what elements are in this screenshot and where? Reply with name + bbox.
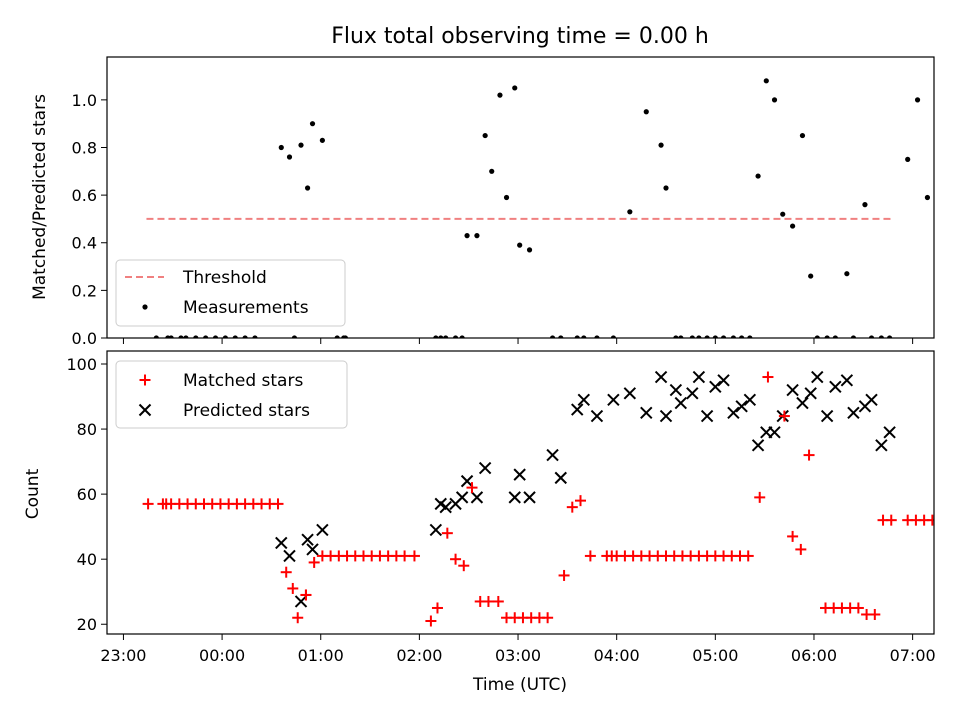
measurement-point [844,271,849,276]
measurement-point [483,133,488,138]
bottom-y-tick-label: 100 [66,355,97,374]
top-legend: Threshold Measurements [116,260,345,326]
measurement-point [627,209,632,214]
x-tick-label: 00:00 [199,646,245,665]
x-tick-label: 07:00 [890,646,936,665]
measurement-point [527,247,532,252]
x-tick-label: 04:00 [594,646,640,665]
measurement-point [504,195,509,200]
measurement-point [517,243,522,248]
measurement-point [464,233,469,238]
legend-measurements-label: Measurements [183,298,309,318]
x-tick-label: 03:00 [495,646,541,665]
x-tick-label: 06:00 [791,646,837,665]
measurement-point [915,97,920,102]
bottom-y-tick-label: 60 [77,485,97,504]
measurement-point [310,121,315,126]
bottom-legend: Matched stars Predicted stars [116,361,347,428]
measurement-point [663,185,668,190]
measurement-point [772,97,777,102]
bottom-y-axis-label: Count [23,468,43,519]
measurement-point [862,202,867,207]
x-tick-label: 02:00 [396,646,442,665]
top-y-tick-label: 1.0 [72,91,97,110]
top-y-tick-label: 0.6 [72,186,97,205]
top-y-tick-label: 0.8 [72,138,97,157]
measurement-point [790,223,795,228]
measurement-point [925,195,930,200]
top-y-tick-label: 0.2 [72,281,97,300]
measurement-point [808,273,813,278]
measurement-point [512,85,517,90]
measurement-point [279,145,284,150]
legend-measurements-swatch [142,304,147,309]
bottom-y-tick-label: 40 [77,550,97,569]
top-y-axis-label: Matched/Predicted stars [30,94,50,300]
measurement-point [474,233,479,238]
measurement-point [755,173,760,178]
measurement-point [764,78,769,83]
measurement-point [905,157,910,162]
legend-predicted-label: Predicted stars [183,401,310,421]
bottom-y-tick-label: 80 [77,420,97,439]
measurement-point [644,109,649,114]
top-y-tick-label: 0.0 [72,329,97,348]
bottom-y-tick-label: 20 [77,615,97,634]
x-axis-label: Time (UTC) [472,675,567,695]
x-tick-label: 23:00 [100,646,146,665]
measurement-point [298,143,303,148]
measurement-point [658,143,663,148]
measurement-point [305,185,310,190]
measurement-point [780,212,785,217]
measurement-point [497,93,502,98]
measurement-point [800,133,805,138]
x-tick-label: 05:00 [692,646,738,665]
top-chart-title: Flux total observing time = 0.00 h [331,24,709,49]
measurement-point [489,169,494,174]
legend-threshold-label: Threshold [182,268,267,288]
x-tick-label: 01:00 [298,646,344,665]
measurement-point [320,138,325,143]
legend-matched-label: Matched stars [183,371,303,391]
measurement-point [287,154,292,159]
top-y-tick-label: 0.4 [72,234,97,253]
